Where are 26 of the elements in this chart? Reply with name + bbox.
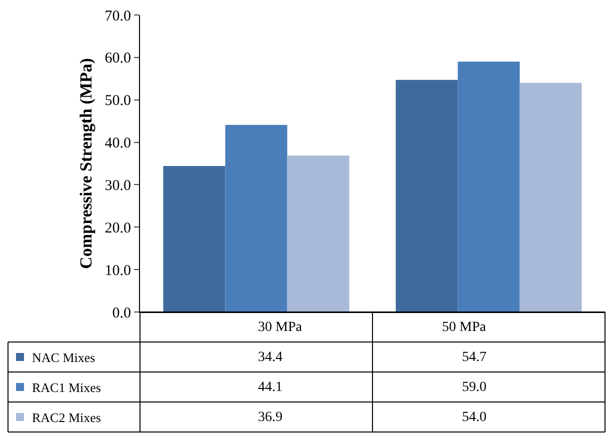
y-tick-label: 70.0: [104, 8, 131, 24]
bar: [520, 82, 582, 312]
x-tick-label: 30 MPa: [258, 320, 303, 335]
y-tick-label: 20.0: [104, 220, 131, 236]
bar: [287, 155, 350, 312]
x-tick-label: 50 MPa: [442, 320, 487, 335]
y-tick-label: 0.0: [112, 305, 131, 322]
bar: [163, 166, 226, 312]
y-tick-label: 10.0: [104, 262, 131, 279]
text: 59.0: [462, 380, 486, 395]
text: 54.7: [462, 350, 486, 365]
y-tick-label: 40.0: [104, 136, 131, 152]
text: 36.9: [258, 410, 282, 425]
legend-label: NAC Mixes: [32, 350, 96, 365]
y-axis-title: Compressive Strength (MPa): [76, 58, 96, 269]
y-tick-label: 50.0: [104, 93, 131, 110]
legend-label: RAC1 Mixes: [32, 380, 101, 395]
legend-label: RAC2 Mixes: [32, 410, 101, 425]
bar: [225, 124, 288, 312]
text: 44.1: [258, 380, 282, 395]
y-tick-label: 60.0: [104, 50, 131, 67]
text: 34.4: [258, 350, 282, 365]
bar: [458, 62, 520, 312]
y-tick-label: 30.0: [104, 178, 131, 194]
text: 54.0: [462, 410, 486, 425]
bar: [396, 80, 458, 312]
